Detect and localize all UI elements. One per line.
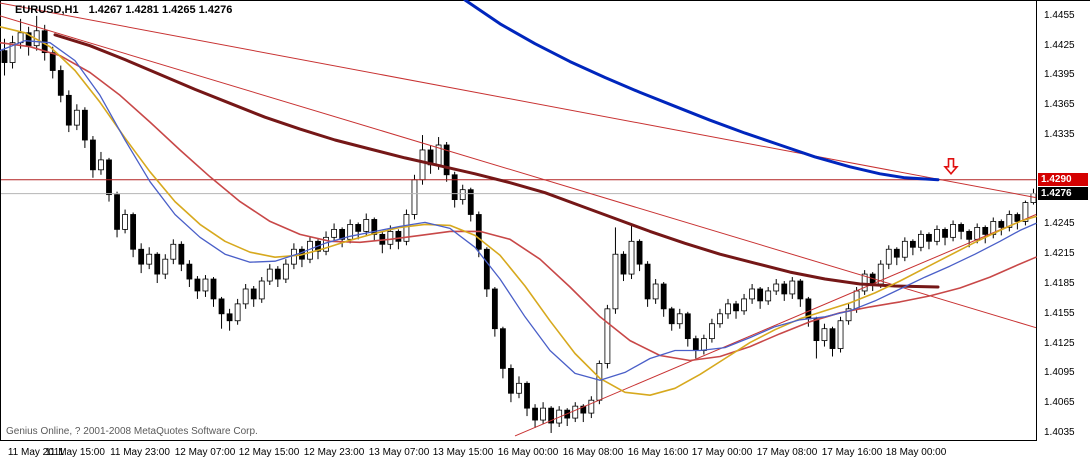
time-axis-label: 11 May 2011 bbox=[7, 447, 65, 458]
price-axis-label: 1.4095 bbox=[1044, 367, 1075, 379]
time-axis-label: 16 May 16:00 bbox=[627, 447, 689, 458]
time-axis-label: 16 May 00:00 bbox=[497, 447, 559, 458]
price-axis-label: 1.4425 bbox=[1044, 39, 1075, 51]
descending-trendline-upper[interactable] bbox=[0, 2, 1037, 199]
price-axis-label: 1.4365 bbox=[1044, 99, 1075, 111]
symbol-period-label: EURUSD,H1 bbox=[15, 4, 79, 16]
time-axis-label: 17 May 16:00 bbox=[821, 447, 883, 458]
medium-red-ma[interactable] bbox=[0, 41, 1037, 362]
price-axis-label: 1.4395 bbox=[1044, 69, 1075, 81]
ascending-trendline[interactable] bbox=[514, 214, 1037, 437]
time-axis-label: 17 May 00:00 bbox=[691, 447, 753, 458]
slow-blue-ma[interactable] bbox=[463, 0, 940, 182]
price-axis-label: 1.4065 bbox=[1044, 397, 1075, 409]
price-axis-label: 1.4185 bbox=[1044, 278, 1075, 289]
time-axis-label: 18 May 00:00 bbox=[885, 447, 947, 458]
slow-maroon-ma[interactable] bbox=[53, 33, 940, 289]
price-axis-label: 1.4455 bbox=[1044, 9, 1075, 21]
copyright-text: Genius Online, ? 2001-2008 MetaQuotes So… bbox=[6, 426, 258, 437]
sell-signal-arrow[interactable] bbox=[943, 157, 959, 176]
fast-blue-ma[interactable] bbox=[0, 40, 1037, 381]
time-axis[interactable]: 11 May 2011 11 May 15:00 11 May 23:00 12 Ma… bbox=[0, 441, 1090, 462]
time-axis-label: 13 May 15:00 bbox=[432, 447, 494, 458]
time-axis-label: 17 May 08:00 bbox=[756, 447, 818, 458]
time-axis-label: 13 May 07:00 bbox=[368, 447, 430, 458]
price-axis-label: 1.4155 bbox=[1044, 307, 1075, 319]
time-axis-label: 12 May 07:00 bbox=[174, 447, 236, 458]
ohlc-values: 1.4267 1.4281 1.4265 1.4276 bbox=[88, 4, 233, 16]
price-axis-label: 1.4035 bbox=[1044, 426, 1075, 438]
time-axis-label: 12 May 23:00 bbox=[303, 447, 365, 458]
time-axis-label: 11 May 15:00 bbox=[45, 447, 105, 458]
time-axis-label: 12 May 15:00 bbox=[238, 447, 300, 458]
price-axis-label: 1.4335 bbox=[1044, 129, 1075, 141]
plot-frame bbox=[0, 0, 1037, 441]
price-axis[interactable]: 1.4455 1.4425 1.4395 1.4365 1.4335 1.4245 1.42… bbox=[1038, 0, 1090, 441]
price-axis-label: 1.4245 bbox=[1044, 218, 1075, 230]
time-axis-label: 16 May 08:00 bbox=[562, 447, 624, 458]
descending-trendline-lower[interactable] bbox=[0, 15, 1037, 329]
time-axis-label: 11 May 23:00 bbox=[110, 447, 170, 458]
resistance-line-price-marker: 1.4290 bbox=[1038, 173, 1088, 187]
price-axis-label: 1.4215 bbox=[1044, 248, 1075, 260]
candles-layer bbox=[1, 15, 1037, 433]
price-axis-label: 1.4125 bbox=[1044, 337, 1075, 349]
price-chart-canvas[interactable] bbox=[0, 0, 1037, 441]
bid-line-price-marker: 1.4276 bbox=[1038, 187, 1088, 201]
chart-title: EURUSD,H1 1.4267 1.4281 1.4265 1.4276 bbox=[15, 4, 232, 16]
fast-orange-ma[interactable] bbox=[0, 25, 1037, 397]
